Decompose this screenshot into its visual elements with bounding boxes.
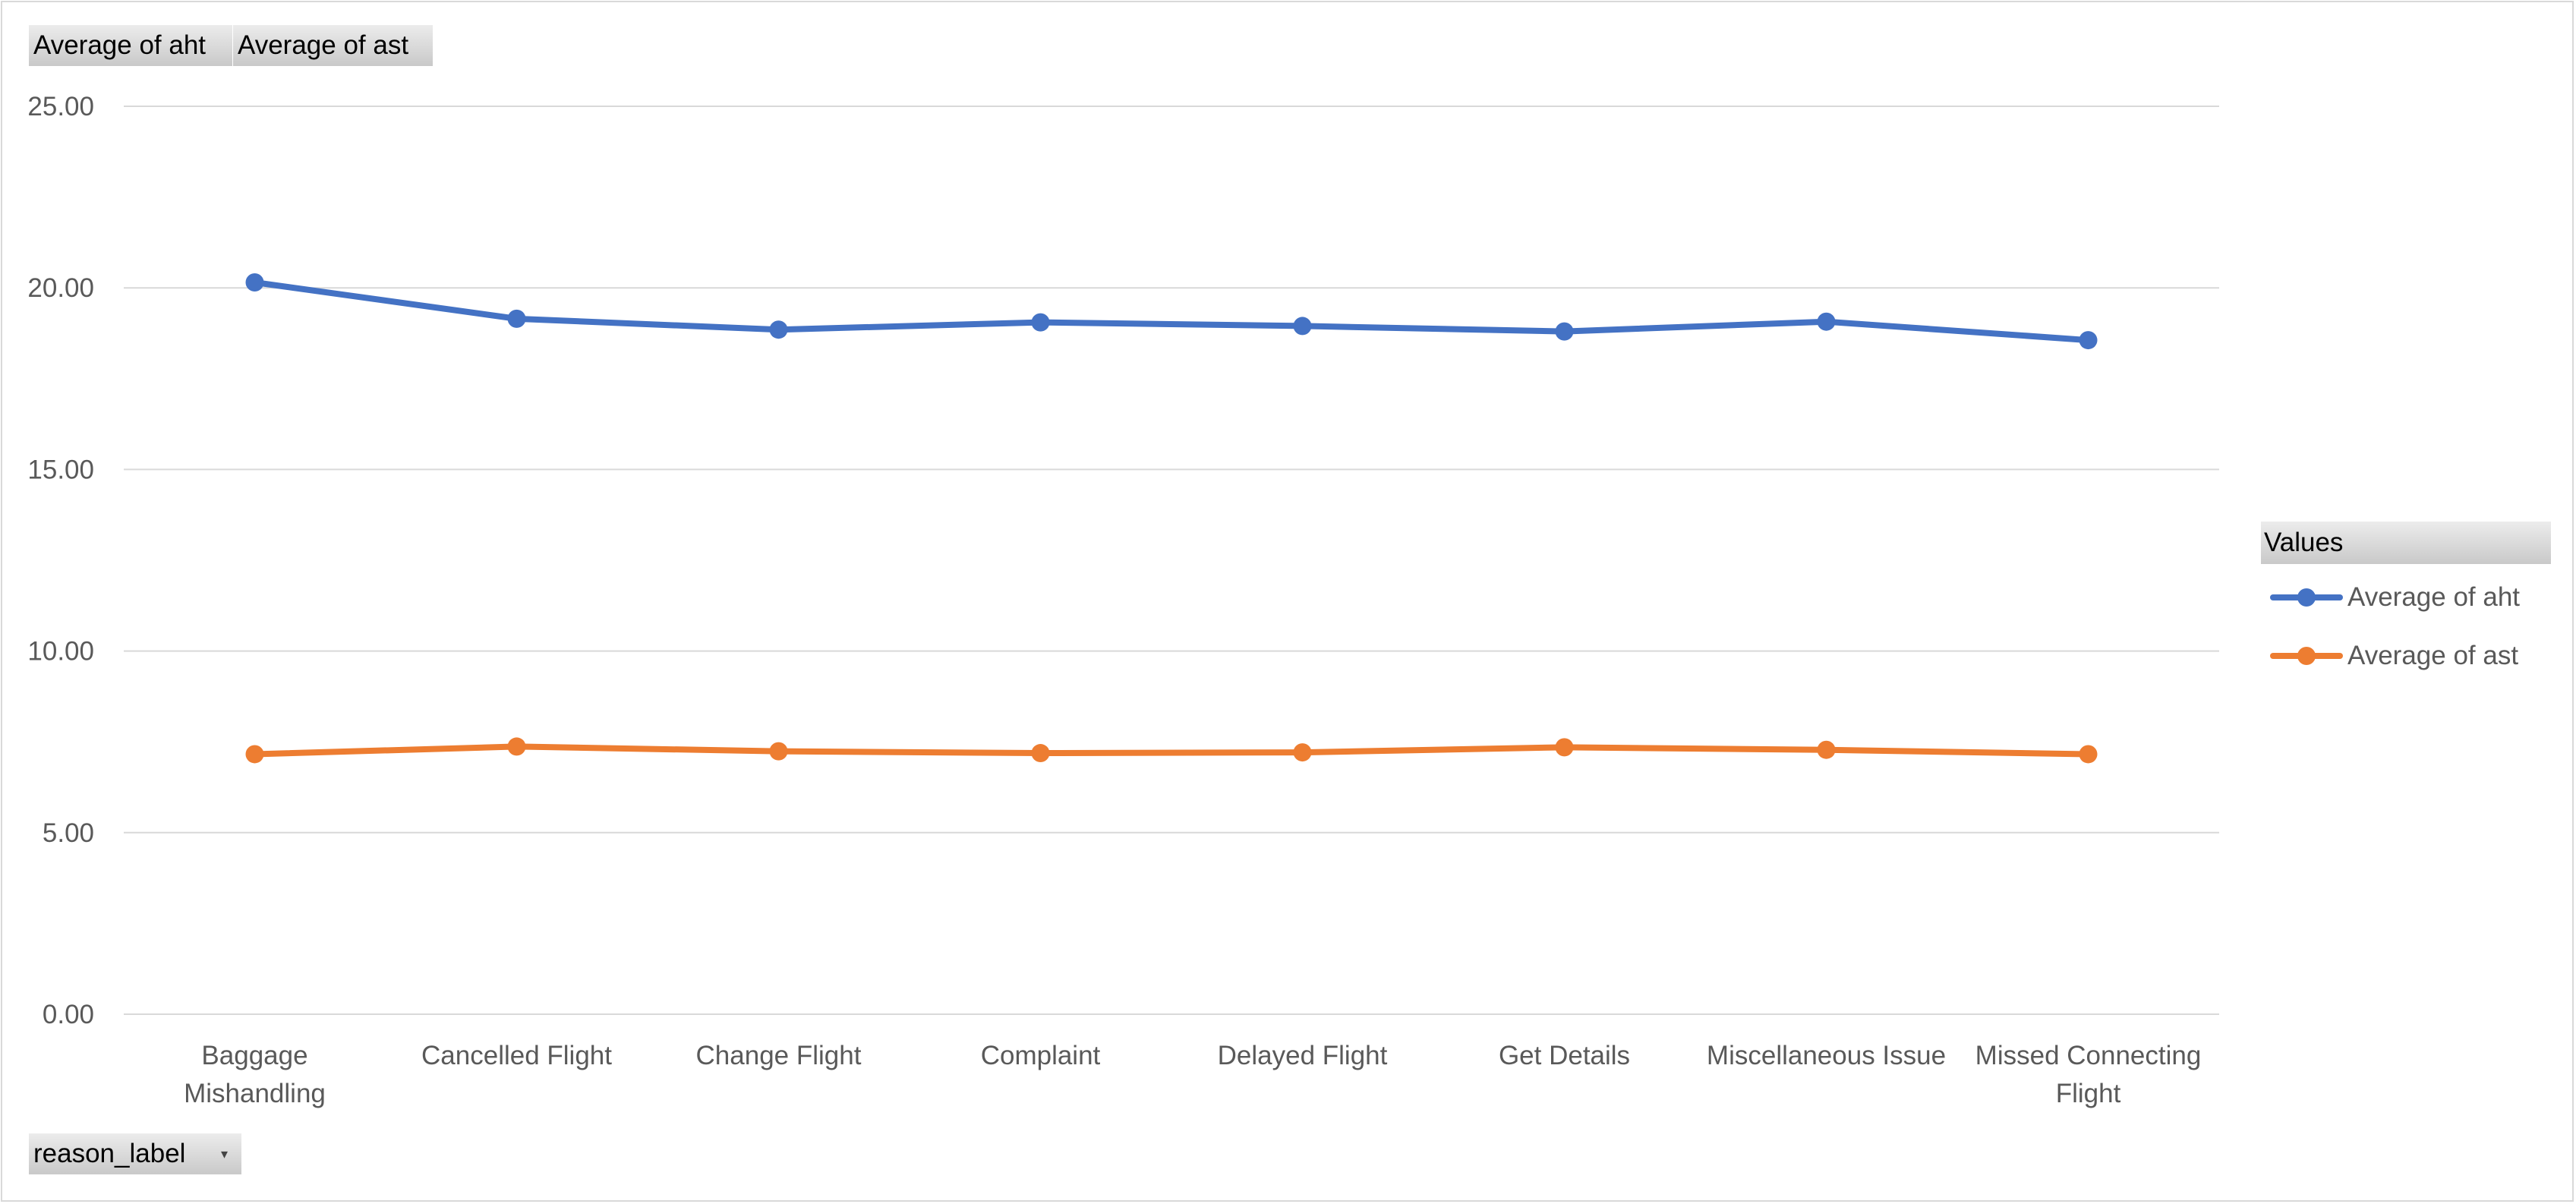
- x-tick-label: Get Details: [1499, 1041, 1630, 1070]
- legend-item-ast[interactable]: Average of ast: [2270, 635, 2559, 673]
- x-tick-label: Mishandling: [184, 1079, 326, 1108]
- x-tick-label: Cancelled Flight: [421, 1041, 612, 1070]
- values-field-button-ast[interactable]: Average of ast: [232, 25, 433, 66]
- data-point-aht: [1293, 317, 1312, 336]
- y-tick-label: 25.00: [27, 92, 94, 121]
- legend-item-aht[interactable]: Average of aht: [2270, 577, 2559, 615]
- axis-field-label: reason_label: [33, 1139, 186, 1168]
- data-point-aht: [2079, 331, 2098, 350]
- data-point-aht: [1817, 312, 1836, 331]
- y-tick-label: 0.00: [43, 1000, 94, 1029]
- series-line-aht: [251, 279, 2092, 344]
- data-point-ast: [507, 737, 526, 756]
- series-line-ast: [251, 743, 2092, 758]
- data-point-ast: [2079, 745, 2098, 764]
- x-tick-label: Miscellaneous Issue: [1707, 1041, 1946, 1070]
- y-tick-label: 5.00: [43, 818, 94, 848]
- data-point-aht: [1031, 313, 1050, 332]
- data-point-ast: [1031, 744, 1050, 763]
- data-point-aht: [245, 273, 264, 292]
- dropdown-arrow-icon[interactable]: ▾: [220, 1146, 228, 1161]
- data-point-ast: [769, 742, 788, 761]
- data-point-ast: [1817, 740, 1836, 759]
- data-point-ast: [1293, 743, 1312, 762]
- data-point-ast: [1555, 738, 1574, 757]
- legend-title: Values: [2261, 522, 2551, 564]
- values-field-button-aht[interactable]: Average of aht: [29, 25, 232, 66]
- data-point-aht: [769, 320, 788, 339]
- data-point-aht: [507, 309, 526, 328]
- legend-marker-ast: [2297, 647, 2316, 665]
- y-tick-label: 15.00: [27, 455, 94, 484]
- x-tick-label: Delayed Flight: [1218, 1041, 1388, 1070]
- x-tick-label: Missed Connecting: [1975, 1041, 2202, 1070]
- x-tick-label: Flight: [2056, 1079, 2121, 1108]
- y-tick-label: 20.00: [27, 273, 94, 303]
- y-tick-label: 10.00: [27, 637, 94, 667]
- data-point-aht: [1555, 322, 1574, 341]
- legend-label-ast: Average of ast: [2347, 641, 2519, 670]
- x-tick-label: Baggage: [201, 1041, 307, 1070]
- x-tick-label: Complaint: [981, 1041, 1101, 1070]
- x-tick-label: Change Flight: [696, 1041, 862, 1070]
- axis-field-button-reason-label[interactable]: reason_label ▾: [29, 1133, 241, 1174]
- data-point-ast: [245, 745, 264, 764]
- legend-label-aht: Average of aht: [2347, 582, 2521, 612]
- legend-marker-aht: [2297, 588, 2316, 607]
